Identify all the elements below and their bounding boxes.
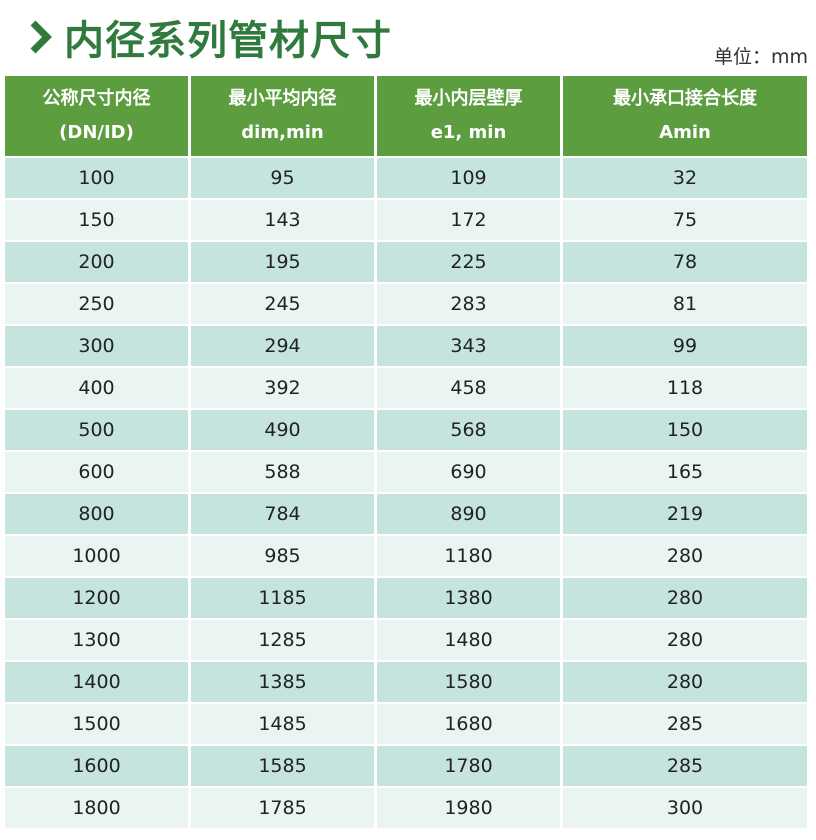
table-cell: 143 [191, 200, 374, 240]
table-cell: 150 [563, 410, 807, 450]
table-cell: 343 [377, 326, 560, 366]
table-cell: 100 [5, 158, 188, 198]
table-cell: 1480 [377, 620, 560, 660]
table-cell: 280 [563, 620, 807, 660]
table-row: 150 143 172 75 [5, 200, 807, 240]
column-header: 最小平均内径 dim,min [191, 76, 374, 156]
table-cell: 1600 [5, 746, 188, 786]
table-cell: 300 [5, 326, 188, 366]
table-cell: 200 [5, 242, 188, 282]
unit-label: 单位：mm [713, 46, 808, 68]
table-cell: 81 [563, 284, 807, 324]
table-cell: 1500 [5, 704, 188, 744]
pipe-size-table: 公称尺寸内径 (DN/ID) 最小平均内径 dim,min 最小内层壁厚 e1, min 最… [2, 74, 810, 830]
column-header-line2: dim,min [241, 122, 324, 143]
table-cell: 294 [191, 326, 374, 366]
table-row: 100 95 109 32 [5, 158, 807, 198]
table-cell: 219 [563, 494, 807, 534]
table-cell: 1785 [191, 788, 374, 828]
table-cell: 1580 [377, 662, 560, 702]
table-cell: 490 [191, 410, 374, 450]
table-row: 600 588 690 165 [5, 452, 807, 492]
table-cell: 150 [5, 200, 188, 240]
column-header-line1: 最小承口接合长度 [613, 88, 757, 109]
table-row: 800 784 890 219 [5, 494, 807, 534]
table-cell: 225 [377, 242, 560, 282]
table-row: 250 245 283 81 [5, 284, 807, 324]
table-cell: 890 [377, 494, 560, 534]
table-cell: 1185 [191, 578, 374, 618]
table-row: 400 392 458 118 [5, 368, 807, 408]
table-cell: 985 [191, 536, 374, 576]
table-row: 1800 1785 1980 300 [5, 788, 807, 828]
table-row: 300 294 343 99 [5, 326, 807, 366]
column-header: 最小承口接合长度 Amin [563, 76, 807, 156]
table-cell: 1285 [191, 620, 374, 660]
table-cell: 1380 [377, 578, 560, 618]
column-header-line1: 最小平均内径 [228, 88, 337, 109]
table-cell: 172 [377, 200, 560, 240]
table-cell: 1680 [377, 704, 560, 744]
table-row: 1500 1485 1680 285 [5, 704, 807, 744]
column-header: 公称尺寸内径 (DN/ID) [5, 76, 188, 156]
table-cell: 95 [191, 158, 374, 198]
table-cell: 1200 [5, 578, 188, 618]
column-header-line2: (DN/ID) [59, 122, 134, 143]
column-header: 最小内层壁厚 e1, min [377, 76, 560, 156]
table-cell: 1585 [191, 746, 374, 786]
title-text: 内径系列管材尺寸 [64, 18, 392, 64]
table-cell: 280 [563, 578, 807, 618]
table-cell: 1980 [377, 788, 560, 828]
table-cell: 165 [563, 452, 807, 492]
table-cell: 283 [377, 284, 560, 324]
table-row: 1600 1585 1780 285 [5, 746, 807, 786]
table-cell: 600 [5, 452, 188, 492]
table-cell: 75 [563, 200, 807, 240]
column-header-line2: e1, min [430, 122, 507, 143]
table-row: 1300 1285 1480 280 [5, 620, 807, 660]
table-cell: 588 [191, 452, 374, 492]
table-row: 200 195 225 78 [5, 242, 807, 282]
table-row: 500 490 568 150 [5, 410, 807, 450]
table-row: 1000 985 1180 280 [5, 536, 807, 576]
table-cell: 280 [563, 536, 807, 576]
table-cell: 1180 [377, 536, 560, 576]
table-cell: 1385 [191, 662, 374, 702]
table-cell: 280 [563, 662, 807, 702]
table-cell: 195 [191, 242, 374, 282]
table-cell: 1485 [191, 704, 374, 744]
table-row: 1400 1385 1580 280 [5, 662, 807, 702]
table-cell: 285 [563, 704, 807, 744]
table-cell: 99 [563, 326, 807, 366]
table-cell: 690 [377, 452, 560, 492]
table-cell: 1400 [5, 662, 188, 702]
table-cell: 300 [563, 788, 807, 828]
table-cell: 250 [5, 284, 188, 324]
table-cell: 400 [5, 368, 188, 408]
table-cell: 109 [377, 158, 560, 198]
table-cell: 1800 [5, 788, 188, 828]
table-cell: 32 [563, 158, 807, 198]
table-cell: 500 [5, 410, 188, 450]
chevron-right-icon [30, 20, 52, 54]
table-cell: 78 [563, 242, 807, 282]
table-cell: 784 [191, 494, 374, 534]
column-header-line1: 最小内层壁厚 [414, 88, 523, 109]
table-cell: 800 [5, 494, 188, 534]
table-cell: 1780 [377, 746, 560, 786]
table-cell: 458 [377, 368, 560, 408]
page-title: 内径系列管材尺寸 [30, 8, 392, 66]
table-cell: 245 [191, 284, 374, 324]
table-cell: 1000 [5, 536, 188, 576]
column-header-line1: 公称尺寸内径 [42, 88, 151, 109]
table-cell: 568 [377, 410, 560, 450]
table-cell: 118 [563, 368, 807, 408]
table-header-row: 公称尺寸内径 (DN/ID) 最小平均内径 dim,min 最小内层壁厚 e1, min 最… [5, 76, 807, 156]
table-cell: 1300 [5, 620, 188, 660]
column-header-line2: Amin [659, 122, 711, 143]
table-cell: 392 [191, 368, 374, 408]
table-row: 1200 1185 1380 280 [5, 578, 807, 618]
table-cell: 285 [563, 746, 807, 786]
